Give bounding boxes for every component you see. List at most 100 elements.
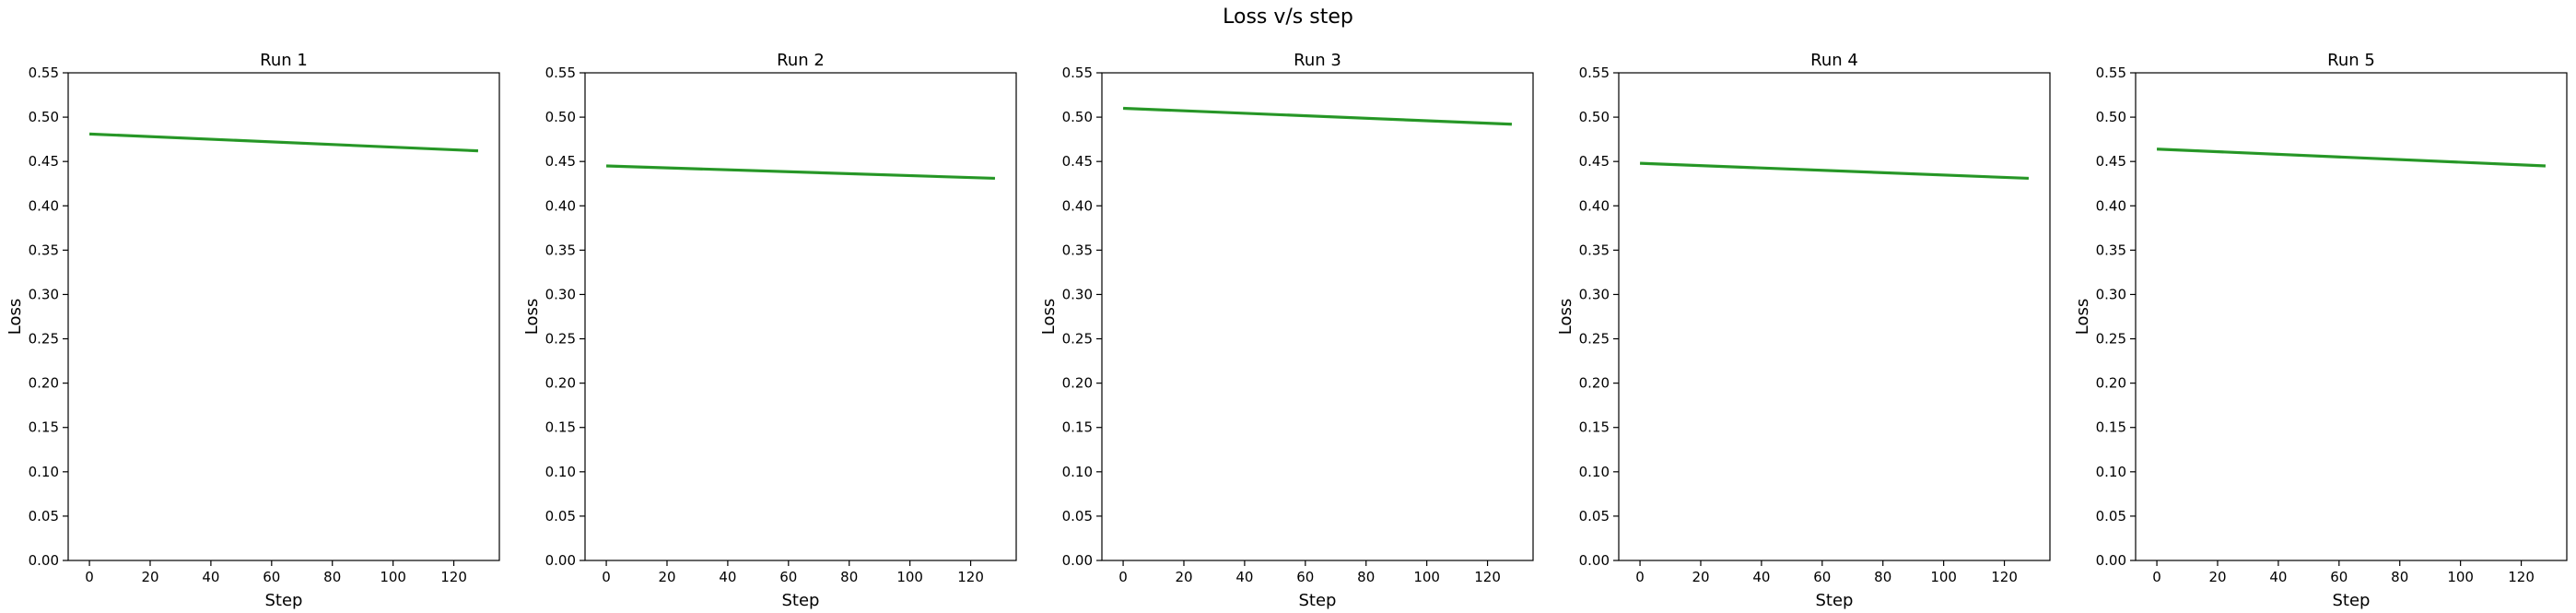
x-tick-label: 100 bbox=[2447, 569, 2474, 585]
y-tick-label: 0.15 bbox=[29, 419, 59, 436]
y-tick-label: 0.50 bbox=[29, 109, 59, 125]
y-tick-label: 0.05 bbox=[29, 508, 59, 525]
y-tick-label: 0.05 bbox=[1579, 508, 1610, 525]
x-tick-label: 40 bbox=[202, 569, 219, 585]
y-tick-label: 0.25 bbox=[545, 331, 576, 348]
y-tick-label: 0.05 bbox=[545, 508, 576, 525]
x-tick-label: 100 bbox=[380, 569, 406, 585]
subplot-title-run-3: Run 3 bbox=[1294, 51, 1341, 70]
y-tick-label: 0.40 bbox=[1579, 197, 1610, 214]
y-tick-label: 0.20 bbox=[1062, 375, 1093, 392]
x-axis-label: Step bbox=[2333, 591, 2371, 610]
x-tick-label: 120 bbox=[957, 569, 984, 585]
y-tick-label: 0.40 bbox=[29, 197, 59, 214]
y-tick-label: 0.40 bbox=[1062, 197, 1093, 214]
x-tick-label: 120 bbox=[1474, 569, 1501, 585]
y-tick-label: 0.45 bbox=[2096, 153, 2126, 170]
y-tick-label: 0.15 bbox=[545, 419, 576, 436]
figure-title: Loss v/s step bbox=[1223, 6, 1353, 29]
plot-frame-run-1 bbox=[67, 72, 500, 561]
y-tick-label: 0.00 bbox=[1062, 552, 1093, 569]
y-tick-label: 0.50 bbox=[2096, 109, 2126, 125]
y-axis-label: Loss bbox=[2073, 299, 2092, 335]
y-tick-label: 0.10 bbox=[1062, 464, 1093, 480]
y-tick-label: 0.35 bbox=[1062, 242, 1093, 258]
x-tick-label: 0 bbox=[1118, 569, 1128, 585]
y-tick-label: 0.15 bbox=[1579, 419, 1610, 436]
x-tick-label: 80 bbox=[2391, 569, 2408, 585]
y-tick-label: 0.30 bbox=[29, 286, 59, 302]
y-tick-label: 0.40 bbox=[2096, 197, 2126, 214]
y-tick-label: 0.50 bbox=[1579, 109, 1610, 125]
x-tick-label: 80 bbox=[323, 569, 341, 585]
y-tick-label: 0.30 bbox=[1062, 286, 1093, 302]
loss-line-core-run-3 bbox=[1123, 107, 1512, 125]
y-tick-label: 0.35 bbox=[2096, 242, 2126, 258]
y-tick-label: 0.45 bbox=[1062, 153, 1093, 170]
x-tick-label: 60 bbox=[1813, 569, 1831, 585]
x-tick-label: 80 bbox=[1874, 569, 1891, 585]
y-tick-label: 0.35 bbox=[545, 242, 576, 258]
subplot-title-run-2: Run 2 bbox=[777, 51, 825, 70]
x-tick-label: 0 bbox=[602, 569, 611, 585]
y-tick-label: 0.55 bbox=[1062, 65, 1093, 81]
x-tick-label: 80 bbox=[840, 569, 858, 585]
y-tick-label: 0.10 bbox=[2096, 464, 2126, 480]
x-tick-label: 20 bbox=[1175, 569, 1192, 585]
y-tick-label: 0.05 bbox=[2096, 508, 2126, 525]
loss-line-core-run-5 bbox=[2157, 148, 2546, 167]
y-tick-label: 0.30 bbox=[2096, 286, 2126, 302]
x-tick-label: 60 bbox=[263, 569, 280, 585]
y-tick-label: 0.40 bbox=[545, 197, 576, 214]
subplot-title-run-1: Run 1 bbox=[260, 51, 308, 70]
y-axis-label: Loss bbox=[6, 299, 25, 335]
y-tick-label: 0.45 bbox=[545, 153, 576, 170]
y-tick-label: 0.25 bbox=[29, 331, 59, 348]
y-tick-label: 0.55 bbox=[545, 65, 576, 81]
plot-frame-run-5 bbox=[2135, 72, 2568, 561]
x-tick-label: 20 bbox=[141, 569, 158, 585]
y-axis-label: Loss bbox=[1556, 299, 1575, 335]
y-tick-label: 0.35 bbox=[1579, 242, 1610, 258]
x-tick-label: 0 bbox=[1635, 569, 1645, 585]
x-tick-label: 60 bbox=[1296, 569, 1314, 585]
y-tick-label: 0.20 bbox=[545, 375, 576, 392]
x-tick-label: 40 bbox=[2269, 569, 2287, 585]
y-tick-label: 0.35 bbox=[29, 242, 59, 258]
y-tick-label: 0.25 bbox=[1062, 331, 1093, 348]
y-tick-label: 0.25 bbox=[1579, 331, 1610, 348]
y-tick-label: 0.50 bbox=[545, 109, 576, 125]
x-tick-label: 40 bbox=[1752, 569, 1770, 585]
x-tick-label: 20 bbox=[1692, 569, 1709, 585]
y-tick-label: 0.20 bbox=[2096, 375, 2126, 392]
x-tick-label: 120 bbox=[1991, 569, 2018, 585]
x-axis-label: Step bbox=[1299, 591, 1337, 610]
y-tick-label: 0.00 bbox=[29, 552, 59, 569]
y-tick-label: 0.55 bbox=[2096, 65, 2126, 81]
y-tick-label: 0.30 bbox=[1579, 286, 1610, 302]
x-tick-label: 100 bbox=[896, 569, 923, 585]
x-axis-label: Step bbox=[1816, 591, 1854, 610]
y-tick-label: 0.55 bbox=[1579, 65, 1610, 81]
loss-line-core-run-2 bbox=[606, 165, 995, 179]
y-tick-label: 0.00 bbox=[545, 552, 576, 569]
y-tick-label: 0.25 bbox=[2096, 331, 2126, 348]
x-tick-label: 40 bbox=[1235, 569, 1253, 585]
x-tick-label: 120 bbox=[2508, 569, 2535, 585]
plot-frame-run-3 bbox=[1101, 72, 1534, 561]
y-tick-label: 0.50 bbox=[1062, 109, 1093, 125]
loss-line-core-run-4 bbox=[1640, 162, 2029, 179]
x-tick-label: 60 bbox=[779, 569, 797, 585]
x-tick-label: 20 bbox=[658, 569, 675, 585]
subplot-title-run-5: Run 5 bbox=[2327, 51, 2375, 70]
y-tick-label: 0.00 bbox=[1579, 552, 1610, 569]
y-tick-label: 0.15 bbox=[2096, 419, 2126, 436]
y-axis-label: Loss bbox=[522, 299, 542, 335]
y-tick-label: 0.10 bbox=[545, 464, 576, 480]
y-tick-label: 0.55 bbox=[29, 65, 59, 81]
y-tick-label: 0.45 bbox=[1579, 153, 1610, 170]
y-tick-label: 0.10 bbox=[29, 464, 59, 480]
y-tick-label: 0.05 bbox=[1062, 508, 1093, 525]
